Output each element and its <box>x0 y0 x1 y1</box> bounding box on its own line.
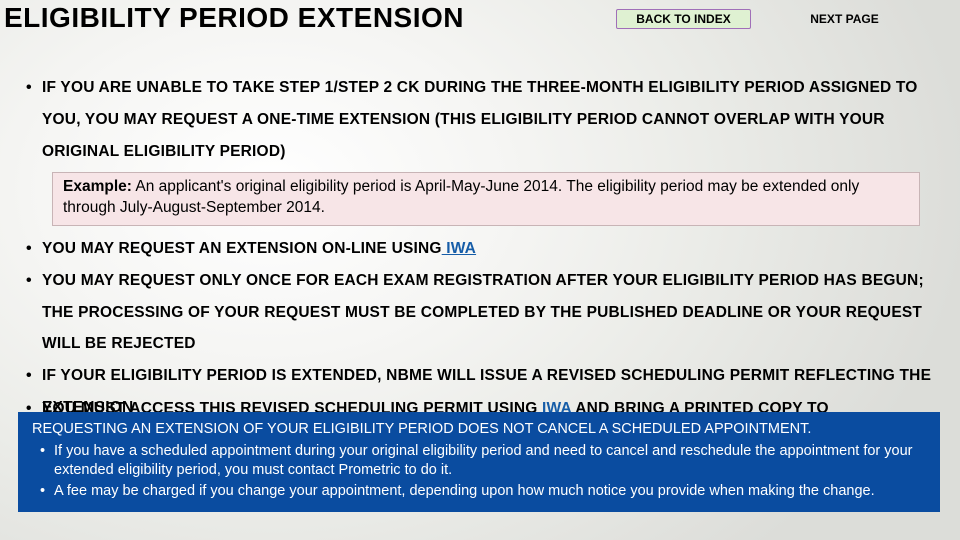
callout-item: A fee may be charged if you change your … <box>32 482 928 501</box>
bullet-item: YOU MAY REQUEST ONLY ONCE FOR EACH EXAM … <box>22 265 938 360</box>
example-text: An applicant's original eligibility peri… <box>63 178 859 216</box>
callout-heading: REQUESTING AN EXTENSION OF YOUR ELIGIBIL… <box>32 420 928 439</box>
bullet-item: YOU MAY REQUEST AN EXTENSION ON-LINE USI… <box>22 233 938 265</box>
back-to-index-button[interactable]: BACK TO INDEX <box>616 9 751 29</box>
callout-item: If you have a scheduled appointment duri… <box>32 442 928 480</box>
iwa-link[interactable]: IWA <box>442 240 476 257</box>
example-box: Example: An applicant's original eligibi… <box>52 172 920 226</box>
page-title: ELIGIBILITY PERIOD EXTENSION <box>4 2 464 34</box>
bullet-item: IF YOU ARE UNABLE TO TAKE STEP 1/STEP 2 … <box>22 72 938 167</box>
bullet-text: YOU MAY REQUEST AN EXTENSION ON-LINE USI… <box>42 240 442 257</box>
next-page-button[interactable]: NEXT PAGE <box>792 9 897 29</box>
callout-box: REQUESTING AN EXTENSION OF YOUR ELIGIBIL… <box>18 412 940 512</box>
example-label: Example: <box>63 178 132 195</box>
bullet-list: IF YOU ARE UNABLE TO TAKE STEP 1/STEP 2 … <box>22 72 938 167</box>
content-area: IF YOU ARE UNABLE TO TAKE STEP 1/STEP 2 … <box>22 72 938 424</box>
bullet-list: YOU MAY REQUEST AN EXTENSION ON-LINE USI… <box>22 233 938 424</box>
callout-list: If you have a scheduled appointment duri… <box>32 442 928 501</box>
